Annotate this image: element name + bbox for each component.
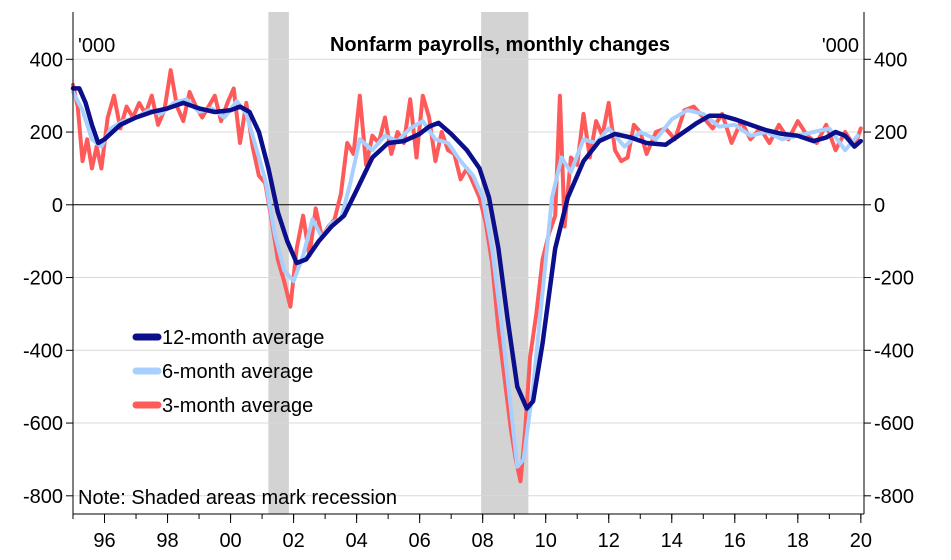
y-tick-label-right: -800 (874, 486, 914, 508)
legend-label-3m: 3-month average (162, 395, 313, 417)
unit-label-left: '000 (78, 35, 115, 57)
recession-bands (268, 12, 529, 514)
y-tick-label-left: 0 (52, 195, 63, 217)
y-tick-label-left: -600 (23, 413, 63, 435)
y-tick-label-left: 400 (30, 49, 63, 71)
x-tick-label: 04 (346, 530, 368, 552)
x-tick-label: 06 (409, 530, 431, 552)
x-tick-label: 20 (850, 530, 872, 552)
legend: 12-month average 6-month average 3-month a… (132, 327, 324, 417)
x-tick-label: 02 (282, 530, 304, 552)
gridlines (73, 58, 864, 497)
series-line-3m (71, 68, 863, 484)
chart-title: Nonfarm payrolls, monthly changes (330, 34, 670, 56)
x-tick-label: 98 (156, 530, 178, 552)
series-lines (70, 68, 864, 484)
unit-label-right: '000 (822, 35, 859, 57)
y-tick-label-right: -200 (874, 268, 914, 290)
y-tick-label-left: 200 (30, 122, 63, 144)
series-line-6m (71, 90, 860, 469)
legend-label-6m: 6-month average (162, 361, 313, 383)
y-tick-label-right: 0 (874, 195, 885, 217)
y-tick-label-right: 400 (874, 49, 907, 71)
y-tick-label-right: -400 (874, 340, 914, 362)
x-tick-label: 08 (472, 530, 494, 552)
x-tick-label: 14 (661, 530, 683, 552)
y-tick-label-right: -600 (874, 413, 914, 435)
x-tick-label: 16 (724, 530, 746, 552)
legend-label-12m: 12-month average (162, 327, 324, 349)
y-tick-label-right: 200 (874, 122, 907, 144)
x-tick-label: 10 (535, 530, 557, 552)
y-tick-label-left: -800 (23, 486, 63, 508)
y-tick-label-left: -400 (23, 340, 63, 362)
series-line-12m (70, 86, 864, 411)
x-tick-label: 12 (598, 530, 620, 552)
chart-note: Note: Shaded areas mark recession (78, 487, 397, 509)
x-tick-label: 00 (219, 530, 241, 552)
chart-text: Nonfarm payrolls, monthly changes '000 '… (78, 34, 859, 509)
x-tick-label: 96 (93, 530, 115, 552)
recession-band (481, 12, 529, 514)
y-tick-label-left: -200 (23, 268, 63, 290)
x-tick-label: 18 (787, 530, 809, 552)
